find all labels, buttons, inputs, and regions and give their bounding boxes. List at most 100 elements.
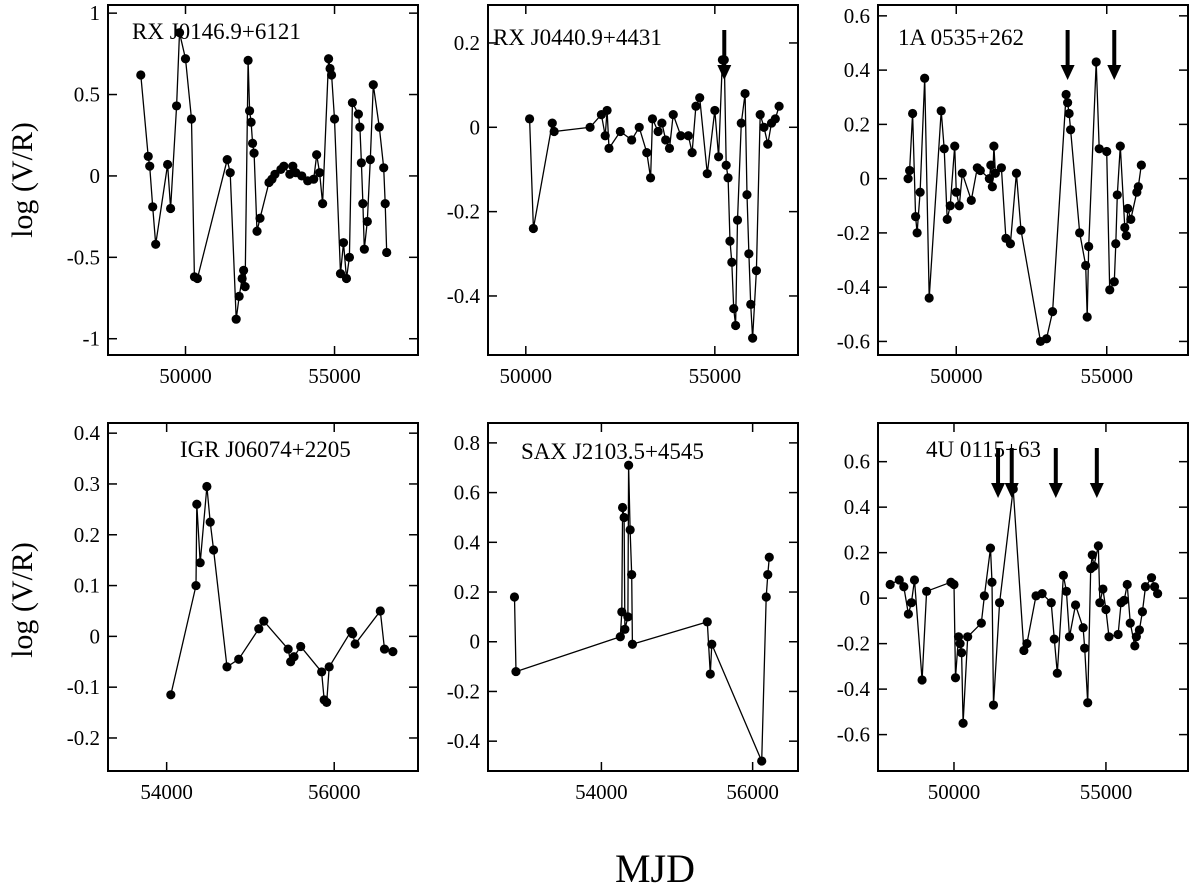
data-point	[180, 54, 191, 64]
y-tick-label: -0.6	[837, 723, 870, 747]
event-arrow-head	[1004, 483, 1019, 498]
data-point	[1011, 168, 1022, 178]
data-point	[338, 238, 349, 248]
data-point	[732, 215, 743, 225]
data-point	[1083, 698, 1093, 708]
y-tick-label: -0.2	[447, 679, 480, 703]
data-point	[740, 88, 750, 99]
data-point	[725, 236, 735, 246]
y-tick-label: 0.6	[454, 481, 480, 505]
data-point	[763, 139, 773, 149]
data-point	[647, 114, 658, 124]
data-point	[318, 199, 328, 209]
data-point	[1112, 190, 1122, 200]
y-tick-label: -0.4	[837, 275, 871, 299]
data-point	[1022, 639, 1032, 649]
data-point	[600, 131, 610, 141]
data-point	[1095, 598, 1105, 608]
data-point	[255, 213, 265, 223]
data-point	[195, 558, 205, 568]
data-point	[143, 151, 153, 161]
data-point	[249, 148, 259, 158]
data-point	[727, 257, 737, 267]
data-point	[1121, 231, 1131, 241]
data-point	[1049, 634, 1059, 644]
data-point	[990, 168, 1000, 178]
y-tick-label: 0.1	[74, 574, 100, 598]
data-point	[355, 122, 365, 132]
data-point	[524, 114, 535, 124]
data-point	[645, 173, 656, 183]
data-point	[368, 80, 378, 90]
y-tick-label: -0.4	[837, 677, 871, 701]
y-tick-label: 0	[90, 164, 101, 188]
data-point	[623, 612, 633, 622]
data-point	[915, 187, 925, 197]
data-point	[1061, 586, 1072, 596]
data-point	[1146, 573, 1157, 583]
data-point	[252, 226, 262, 236]
data-point	[1123, 203, 1133, 214]
data-point	[1111, 239, 1121, 249]
data-point	[661, 135, 671, 145]
data-point	[1094, 144, 1104, 154]
chart-panel-1: -1 -0.5 0 0.5 1 50000 55000 RX J0146.9+6121	[67, 1, 419, 388]
data-point	[1078, 623, 1088, 633]
event-arrow-head	[991, 483, 1006, 498]
data-point	[909, 575, 920, 585]
data-point	[736, 118, 746, 128]
data-point	[1005, 239, 1016, 249]
data-point	[627, 639, 638, 649]
y-tick-label: 1	[90, 1, 101, 25]
data-point	[388, 647, 398, 657]
series-line	[513, 465, 770, 762]
y-tick-label: -0.2	[837, 632, 870, 656]
y-tick-label: 0.4	[74, 421, 101, 445]
y-tick-label: 0.2	[844, 112, 870, 136]
y-tick-label: 0.6	[844, 4, 870, 28]
data-point	[770, 114, 780, 124]
data-point	[615, 126, 625, 137]
data-point	[1113, 629, 1123, 640]
y-axis-label-top: log (V/R)	[6, 122, 39, 238]
data-point	[764, 552, 774, 562]
data-point	[1125, 618, 1135, 628]
data-point	[906, 598, 917, 608]
data-point	[979, 591, 989, 601]
data-point	[917, 675, 927, 685]
data-point	[761, 592, 771, 602]
data-point	[723, 173, 733, 183]
x-tick-label: 50000	[928, 780, 981, 804]
data-point	[1102, 146, 1112, 157]
data-point	[202, 481, 212, 492]
data-point	[922, 586, 932, 596]
chart-panel-6: -0.6 -0.4 -0.2 0 0.2 0.4 0.6 50000 55000 4U 0115+…	[837, 422, 1189, 804]
data-point	[166, 690, 176, 700]
x-tick-label: 54000	[140, 780, 193, 804]
data-point	[192, 499, 202, 509]
y-tick-label: 0.8	[454, 431, 480, 455]
data-point	[312, 150, 322, 160]
data-point	[192, 273, 203, 284]
data-point	[151, 239, 161, 249]
data-point	[528, 223, 538, 234]
data-point	[683, 131, 693, 141]
data-point	[1087, 550, 1097, 560]
data-point	[348, 629, 358, 639]
y-tick-label: 0	[90, 624, 101, 648]
data-point	[939, 144, 949, 154]
data-point	[1130, 641, 1140, 651]
data-point	[989, 141, 999, 151]
data-point	[994, 598, 1005, 608]
data-point	[171, 101, 182, 111]
x-tick-label: 50000	[930, 364, 983, 388]
data-point	[254, 624, 264, 634]
data-point	[729, 304, 739, 314]
data-point	[1133, 182, 1143, 192]
data-point	[615, 632, 625, 642]
data-point	[163, 159, 173, 170]
data-point	[191, 580, 201, 591]
data-point	[1109, 277, 1119, 287]
plot-frame	[877, 4, 1189, 356]
data-point	[951, 187, 961, 197]
